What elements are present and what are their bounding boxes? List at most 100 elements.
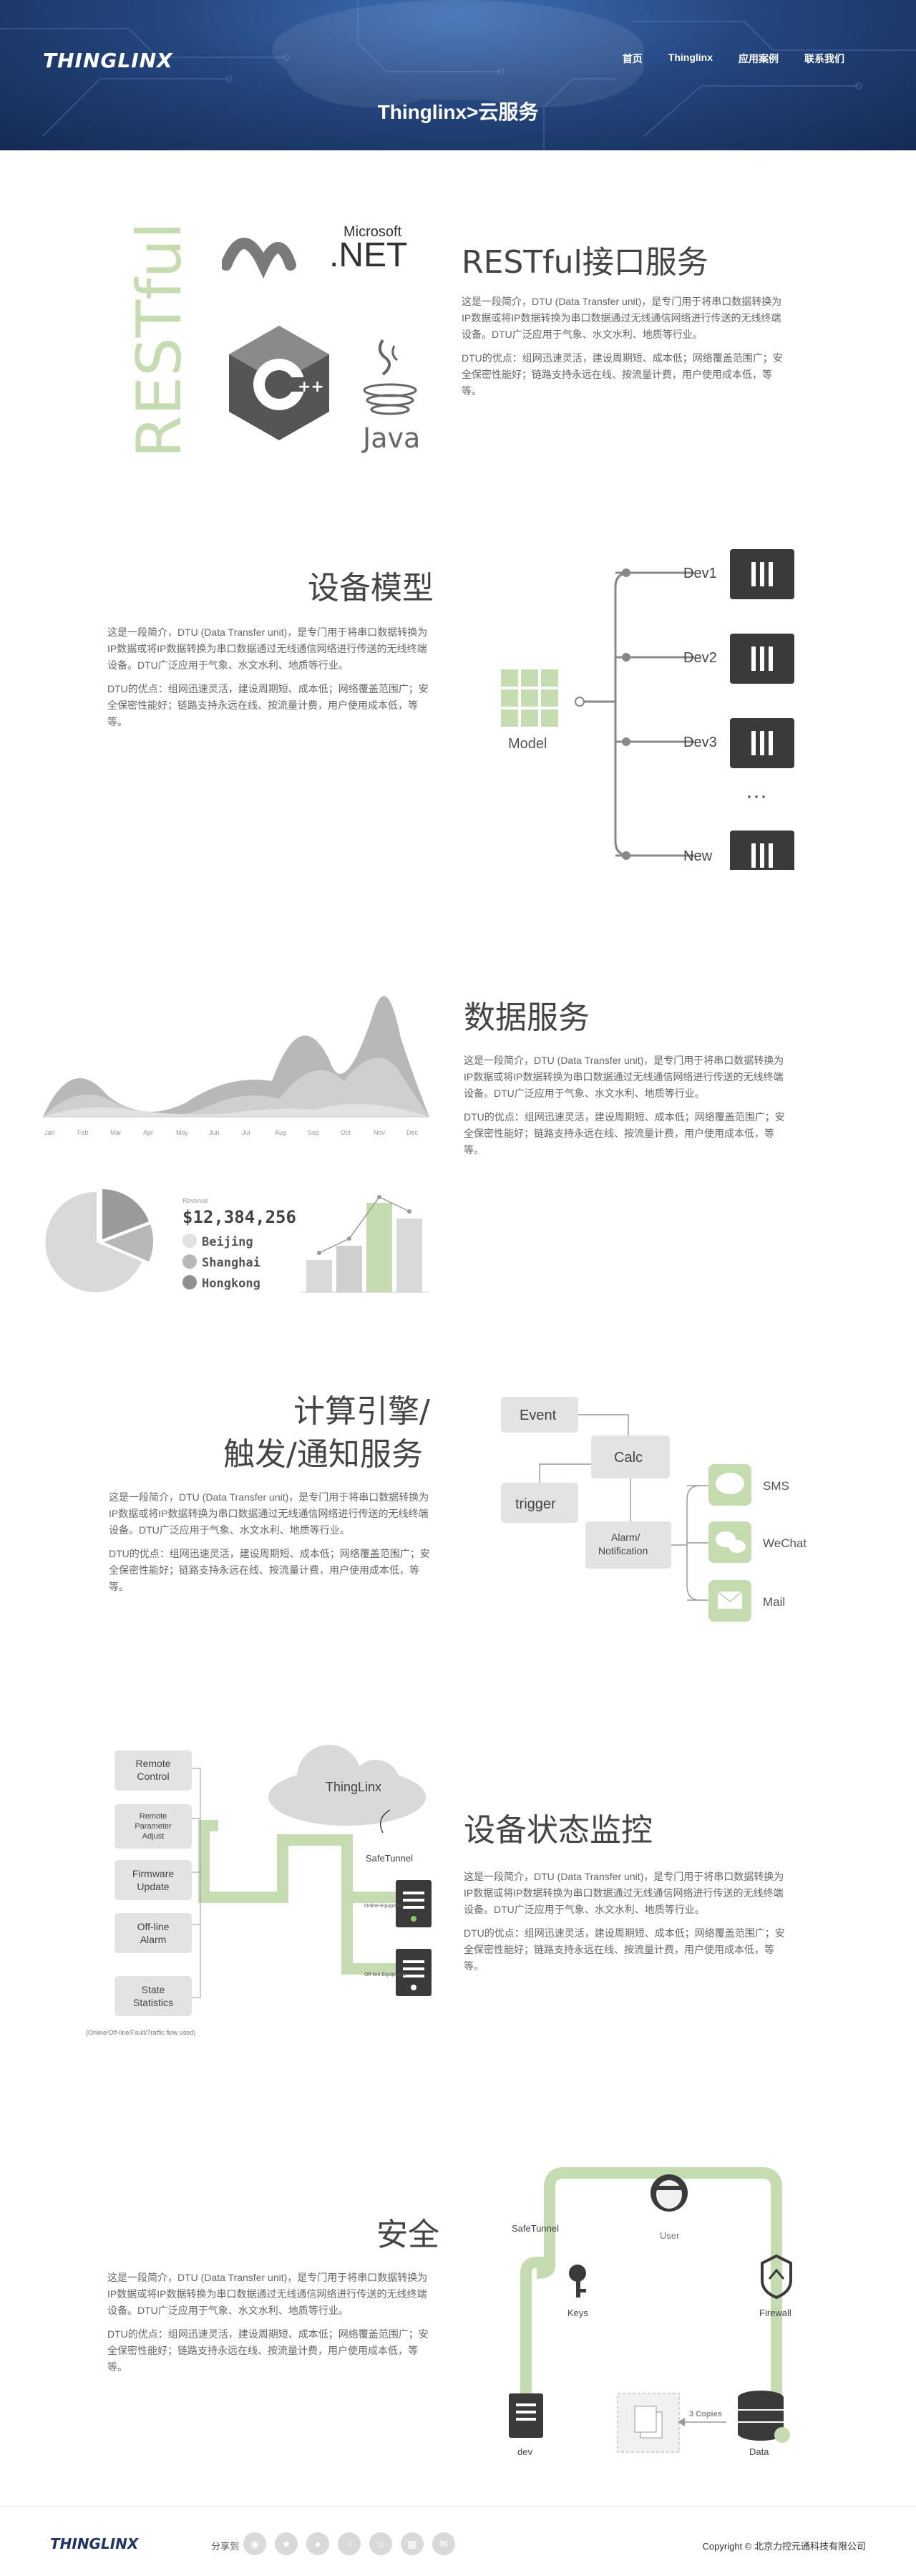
remote-param-l3: Adjust (142, 1832, 165, 1841)
copies-label: 3 Copies (689, 2410, 722, 2418)
share-qq-icon[interactable]: ● (306, 2532, 329, 2555)
share-weibo-icon[interactable]: ◉ (243, 2532, 266, 2555)
share-icons: ◉ ★ ● ○ ☺ ▦ ✉ (243, 2532, 464, 2555)
remote-param-l2: Parameter (135, 1822, 172, 1831)
share-wechat-icon[interactable]: ○ (338, 2532, 361, 2555)
device-model-para-1: 这是一段简介，DTU (Data Transfer unit)，是专门用于将串口… (107, 626, 428, 671)
cloud-label: ThingLinx (326, 1780, 381, 1794)
firmware-l2: Update (137, 1881, 169, 1892)
restful-vertical-label: RESTful (114, 215, 195, 465)
city-beijing: Beijing (202, 1235, 253, 1249)
area-chart-illustration: Jan Feb Mar Apr May Jun Jul Aug Sep Oct … (43, 996, 429, 1136)
bar-chart-icon (301, 1195, 429, 1293)
sms-label: SMS (763, 1479, 789, 1493)
svg-text:Jul: Jul (242, 1129, 250, 1136)
nav-home[interactable]: 首页 (622, 53, 643, 64)
firmware-l1: Firmware (132, 1868, 175, 1879)
java-icon: Java (361, 339, 420, 454)
compute-title-line2: 触发/通知服务 (223, 1436, 423, 1473)
data-service-para-1: 这是一段简介，DTU (Data Transfer unit)，是专门用于将串口… (464, 1055, 784, 1099)
dev-label: dev (517, 2446, 532, 2457)
svg-text:Dec: Dec (406, 1129, 419, 1136)
monitor-para-1: 这是一段简介，DTU (Data Transfer unit)，是专门用于将串口… (464, 1871, 784, 1915)
restful-vertical-text: RESTful (124, 222, 193, 458)
svg-text:May: May (176, 1129, 189, 1136)
offline-alarm-l1: Off-line (137, 1921, 170, 1932)
compute-paragraph: 这是一段简介，DTU (Data Transfer unit)，是专门用于将串口… (109, 1489, 438, 1602)
copies-icon (617, 2393, 680, 2453)
keys-icon (569, 2265, 586, 2297)
circuit-background (0, 0, 916, 150)
monitor-side-buttons: Remote Control Remote Parameter Adjust F… (114, 1751, 192, 2016)
model-label: Model (508, 736, 547, 752)
header-logo-text: THINGLINX (43, 49, 173, 72)
mail-icon (708, 1580, 751, 1622)
remote-param-l1: Remote (140, 1812, 167, 1821)
more-devices-ellipsis: ··· (746, 784, 767, 808)
calc-node: Calc (614, 1450, 643, 1466)
wechat-label: WeChat (763, 1536, 807, 1550)
share-qzone-icon[interactable]: ★ (275, 2532, 298, 2555)
event-node: Event (520, 1408, 557, 1423)
dotnet-label: .NET (329, 236, 407, 274)
keys-label: Keys (567, 2308, 588, 2318)
svg-text:Feb: Feb (77, 1129, 89, 1136)
page-title: Thinglinx>云服务 (377, 101, 539, 123)
mail-label: Mail (763, 1595, 785, 1609)
sms-icon (708, 1464, 751, 1506)
share-douban-icon[interactable]: ▦ (401, 2532, 424, 2555)
offline-alarm-l2: Alarm (140, 1934, 167, 1945)
state-stats-l2: Statistics (133, 1997, 173, 2008)
monitor-diagram: ThingLinx SafeTunnel Online Equipment Of… (86, 1745, 432, 2036)
dev3-label: Dev3 (683, 735, 717, 750)
device-model-para-2: DTU的优点：组网迅速灵活，建设周期短、成本低；网络覆盖范围广；安全保密性能好；… (107, 683, 429, 727)
share-mail-icon[interactable]: ✉ (432, 2532, 455, 2555)
revenue-label: Revenue (182, 1197, 208, 1204)
microsoft-label: Microsoft (344, 224, 402, 240)
database-icon (738, 2391, 790, 2443)
page-header: THINGLINX 首页 Thinglinx 应用案例 联系我们 Thingli… (0, 0, 916, 150)
data-service-title: 数据服务 (464, 999, 590, 1036)
java-label: Java (361, 422, 420, 454)
security-paragraph: 这是一段简介，DTU (Data Transfer unit)，是专门用于将串口… (107, 2270, 437, 2383)
svg-text:Sep: Sep (308, 1129, 319, 1136)
header-logo[interactable]: THINGLINX (43, 49, 173, 72)
online-equipment-label: Online Equipment (364, 1904, 404, 1909)
svg-text:Mar: Mar (110, 1129, 122, 1136)
remote-control-l2: Control (137, 1771, 169, 1782)
nav-cases[interactable]: 应用案例 (739, 53, 779, 64)
server-icons (730, 549, 794, 870)
security-title: 安全 (376, 2217, 439, 2253)
trigger-flow-diagram: Event trigger Calc Alarm/ Notification S… (501, 1397, 807, 1622)
restful-title: RESTful接口服务 (462, 244, 708, 281)
share-label: 分享到 (211, 2541, 240, 2552)
compute-para-2: DTU的优点：组网迅速灵活，建设周期短、成本低；网络覆盖范围广；安全保密性能好；… (109, 1548, 430, 1592)
nav-contact[interactable]: 联系我们 (804, 53, 844, 64)
remote-control-l1: Remote (135, 1758, 170, 1769)
dev2-label: Dev2 (683, 650, 717, 666)
footer-logo[interactable]: THINGLINX (50, 2535, 139, 2552)
device-model-paragraph: 这是一段简介，DTU (Data Transfer unit)，是专门用于将串口… (107, 624, 437, 737)
city-hongkong: Hongkong (202, 1277, 260, 1291)
nav-thinglinx[interactable]: Thinglinx (668, 52, 713, 63)
revenue-value: $12,384,256 (182, 1207, 296, 1227)
new-device-label: New (683, 848, 713, 864)
svg-text:Apr: Apr (143, 1129, 153, 1136)
main-nav: 首页 Thinglinx 应用案例 联系我们 (597, 52, 844, 66)
offline-equipment-label: Off-line Equipment (364, 1972, 406, 1977)
dotnet-icon (222, 238, 296, 279)
tech-logos: Microsoft .NET ++ Java (222, 224, 420, 454)
dev-server-icon (509, 2393, 543, 2438)
data-service-paragraph: 这是一段简介，DTU (Data Transfer unit)，是专门用于将串口… (464, 1052, 793, 1166)
share-renren-icon[interactable]: ☺ (369, 2532, 392, 2555)
monitor-para-2: DTU的优点：组网迅速灵活，建设周期短、成本低；网络覆盖范围广；安全保密性能好；… (464, 1927, 785, 1972)
offline-equipment-icon (396, 1949, 432, 1996)
alarm-node-line2: Notification (598, 1545, 648, 1556)
svg-text:Nov: Nov (374, 1129, 386, 1136)
user-label: User (660, 2230, 680, 2241)
device-model-title: 设备模型 (308, 570, 434, 606)
firewall-icon (761, 2254, 792, 2300)
cloud-icon (268, 1745, 426, 1826)
data-service-para-2: DTU的优点：组网迅速灵活，建设周期短、成本低；网络覆盖范围广；安全保密性能好；… (464, 1111, 785, 1156)
svg-text:Jan: Jan (44, 1129, 55, 1136)
